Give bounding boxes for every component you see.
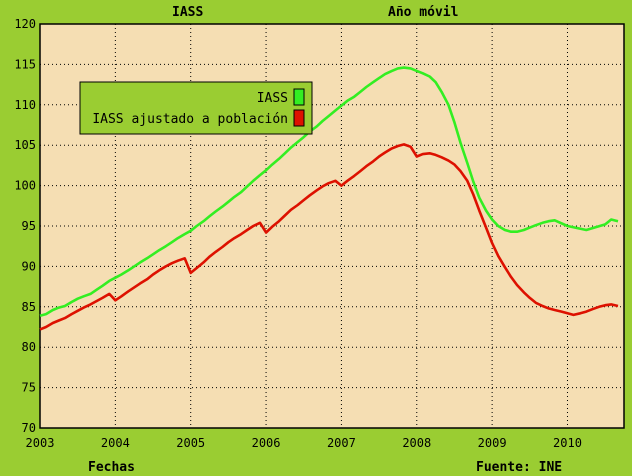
source-label: Fuente: INE	[476, 460, 562, 475]
legend: IASS IASS ajustado a población	[79, 81, 313, 135]
y-tick-label: 120	[14, 17, 36, 31]
chart-title-right: Año móvil	[388, 5, 458, 20]
x-tick-label: 2004	[101, 436, 130, 450]
series-line-iass-ajustado	[39, 143, 619, 331]
x-tick-label: 2009	[478, 436, 507, 450]
x-axis-title: Fechas	[88, 460, 135, 475]
y-tick-label: 100	[14, 179, 36, 193]
legend-box	[79, 81, 313, 135]
y-tick-label: 110	[14, 98, 36, 112]
y-tick-label: 90	[22, 259, 36, 273]
y-tick-label: 105	[14, 138, 36, 152]
series-line-iass	[39, 66, 619, 317]
y-tick-label: 70	[22, 421, 36, 435]
y-tick-label: 75	[22, 381, 36, 395]
x-tick-label: 2007	[327, 436, 356, 450]
legend-swatch-iass-ajustado	[293, 109, 305, 127]
legend-label-iass: IASS	[257, 91, 288, 106]
series-layer	[39, 66, 619, 331]
y-tick-label: 95	[22, 219, 36, 233]
x-axis-ticks: 2003 2004 2005 2006 2007 2008 2009 2010	[26, 436, 582, 450]
x-tick-label: 2006	[252, 436, 281, 450]
x-tick-label: 2010	[553, 436, 582, 450]
legend-label-iass-ajustado: IASS ajustado a población	[92, 112, 288, 127]
x-tick-label: 2003	[26, 436, 55, 450]
grid	[40, 24, 624, 428]
x-tick-label: 2008	[402, 436, 431, 450]
x-tick-label: 2005	[176, 436, 205, 450]
y-axis-ticks: 70 75 80 85 90 95 100 105 110 115 120	[14, 17, 36, 435]
y-tick-label: 80	[22, 340, 36, 354]
y-tick-label: 85	[22, 300, 36, 314]
legend-swatch-iass	[293, 88, 305, 106]
chart-title-left: IASS	[172, 5, 203, 20]
y-tick-label: 115	[14, 57, 36, 71]
